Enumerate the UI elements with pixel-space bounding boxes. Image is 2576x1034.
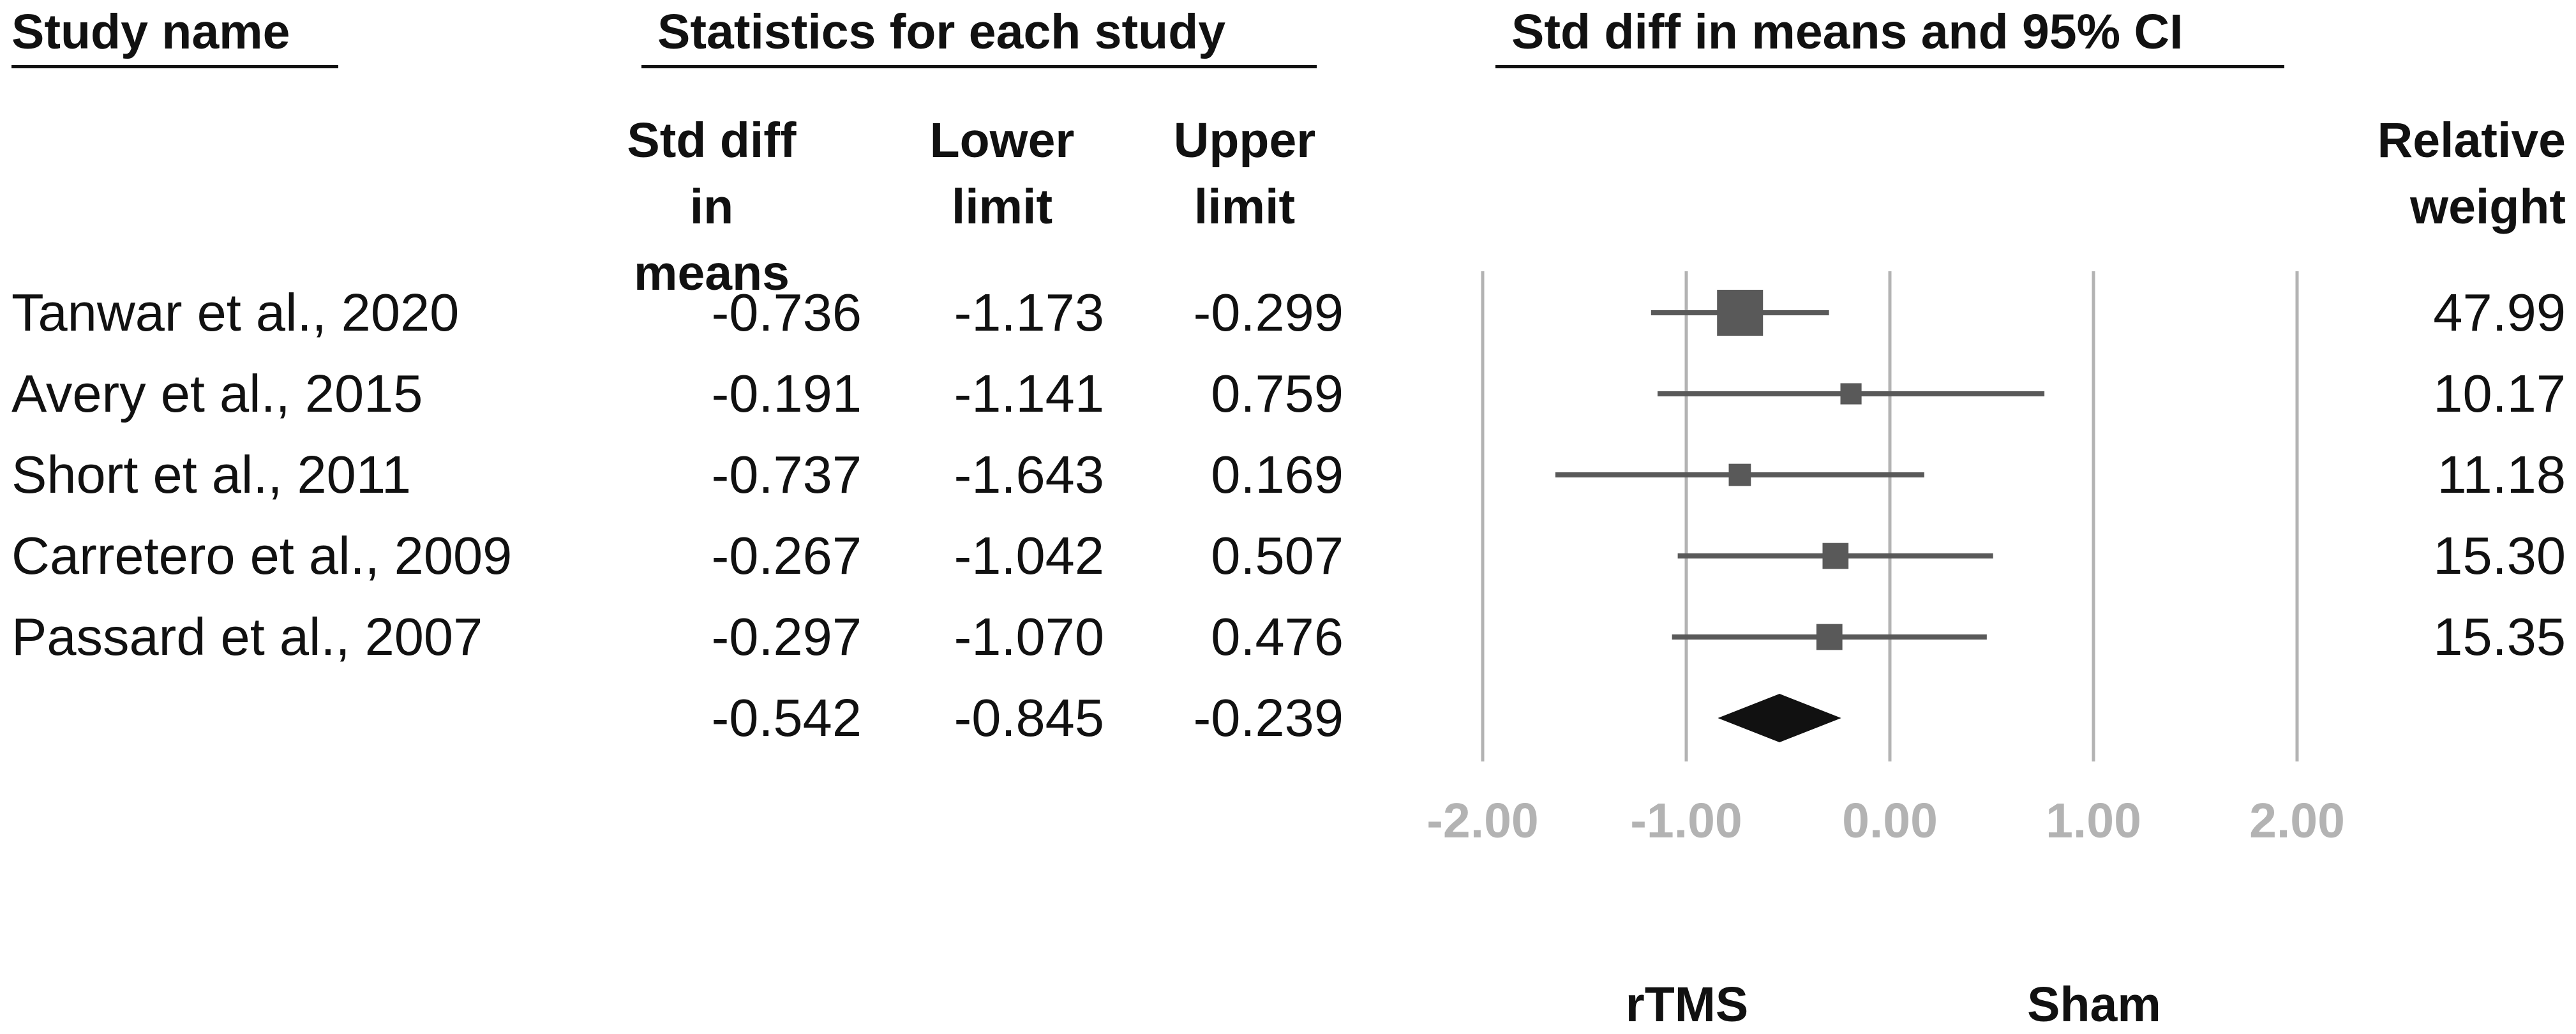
lower-header-line1: Lower bbox=[929, 113, 1075, 168]
upper-limit-value: 0.476 bbox=[1211, 607, 1344, 666]
tick-label: -2.00 bbox=[1427, 793, 1539, 848]
statistics-underline bbox=[641, 65, 1317, 68]
favors-right-label: Sham bbox=[2027, 977, 2161, 1032]
effect-square bbox=[1816, 624, 1843, 650]
weight-value: 47.99 bbox=[2433, 283, 2566, 342]
std-diff-value: -0.736 bbox=[711, 283, 862, 342]
effect-square bbox=[1728, 463, 1751, 486]
lower-limit-value: -1.141 bbox=[954, 364, 1104, 423]
summary-upper-limit-value: -0.239 bbox=[1193, 688, 1344, 747]
study-name: Short et al., 2011 bbox=[11, 445, 411, 504]
std-diff-header-line2: in means bbox=[634, 179, 790, 301]
study-name: Passard et al., 2007 bbox=[11, 607, 483, 666]
relative-weight-column-header: Relative weight bbox=[2317, 107, 2566, 240]
study-name: Tanwar et al., 2020 bbox=[11, 283, 460, 342]
forest-marks bbox=[1555, 290, 2045, 742]
tick-label: 1.00 bbox=[2046, 793, 2141, 848]
lower-header-line2: limit bbox=[951, 179, 1053, 234]
upper-limit-value: 0.759 bbox=[1211, 364, 1344, 423]
upper-header-line1: Upper bbox=[1173, 113, 1316, 168]
weight-value: 11.18 bbox=[2437, 445, 2566, 504]
lower-limit-value: -1.042 bbox=[954, 526, 1104, 585]
std-diff-value: -0.191 bbox=[711, 364, 862, 423]
std-diff-value: -0.297 bbox=[711, 607, 862, 666]
study-name: Avery et al., 2015 bbox=[11, 364, 423, 423]
std-diff-value: -0.737 bbox=[711, 445, 862, 504]
effect-square bbox=[1717, 290, 1764, 336]
study-name: Carretero et al., 2009 bbox=[11, 526, 513, 585]
weight-header-line2: weight bbox=[2410, 179, 2566, 234]
lower-limit-value: -1.173 bbox=[954, 283, 1104, 342]
std-diff-value: -0.267 bbox=[711, 526, 862, 585]
plot-underline bbox=[1495, 65, 2284, 68]
upper-limit-value: -0.299 bbox=[1193, 283, 1344, 342]
summary-lower-limit-value: -0.845 bbox=[954, 688, 1104, 747]
std-diff-column-header: Std diff in means bbox=[610, 107, 814, 306]
upper-limit-value: 0.507 bbox=[1211, 526, 1344, 585]
std-diff-header-line1: Std diff bbox=[627, 113, 797, 168]
statistics-header: Statistics for each study bbox=[657, 4, 1226, 59]
upper-header-line2: limit bbox=[1194, 179, 1296, 234]
effect-square bbox=[1822, 543, 1849, 569]
favors-left-label: rTMS bbox=[1626, 977, 1749, 1032]
weight-value: 15.30 bbox=[2433, 526, 2566, 585]
tick-label: 0.00 bbox=[1842, 793, 1938, 848]
study-name-header: Study name bbox=[11, 4, 290, 59]
weight-header-line1: Relative bbox=[2377, 113, 2566, 168]
forest-grid bbox=[1481, 271, 2299, 761]
forest-ticks: -2.00 -1.00 0.00 1.00 2.00 bbox=[1427, 793, 2345, 848]
tick-label: 2.00 bbox=[2249, 793, 2345, 848]
summary-diamond bbox=[1718, 694, 1841, 742]
weight-value: 15.35 bbox=[2433, 607, 2566, 666]
study-name-underline bbox=[11, 65, 338, 68]
effect-square bbox=[1840, 383, 1862, 405]
upper-limit-value: 0.169 bbox=[1211, 445, 1344, 504]
plot-header: Std diff in means and 95% CI bbox=[1511, 4, 2183, 59]
tick-label: -1.00 bbox=[1630, 793, 1742, 848]
summary-std-diff-value: -0.542 bbox=[711, 688, 862, 747]
lower-limit-column-header: Lower limit bbox=[900, 107, 1104, 240]
upper-limit-column-header: Upper limit bbox=[1142, 107, 1347, 240]
lower-limit-value: -1.643 bbox=[954, 445, 1104, 504]
weight-value: 10.17 bbox=[2433, 364, 2566, 423]
lower-limit-value: -1.070 bbox=[954, 607, 1104, 666]
